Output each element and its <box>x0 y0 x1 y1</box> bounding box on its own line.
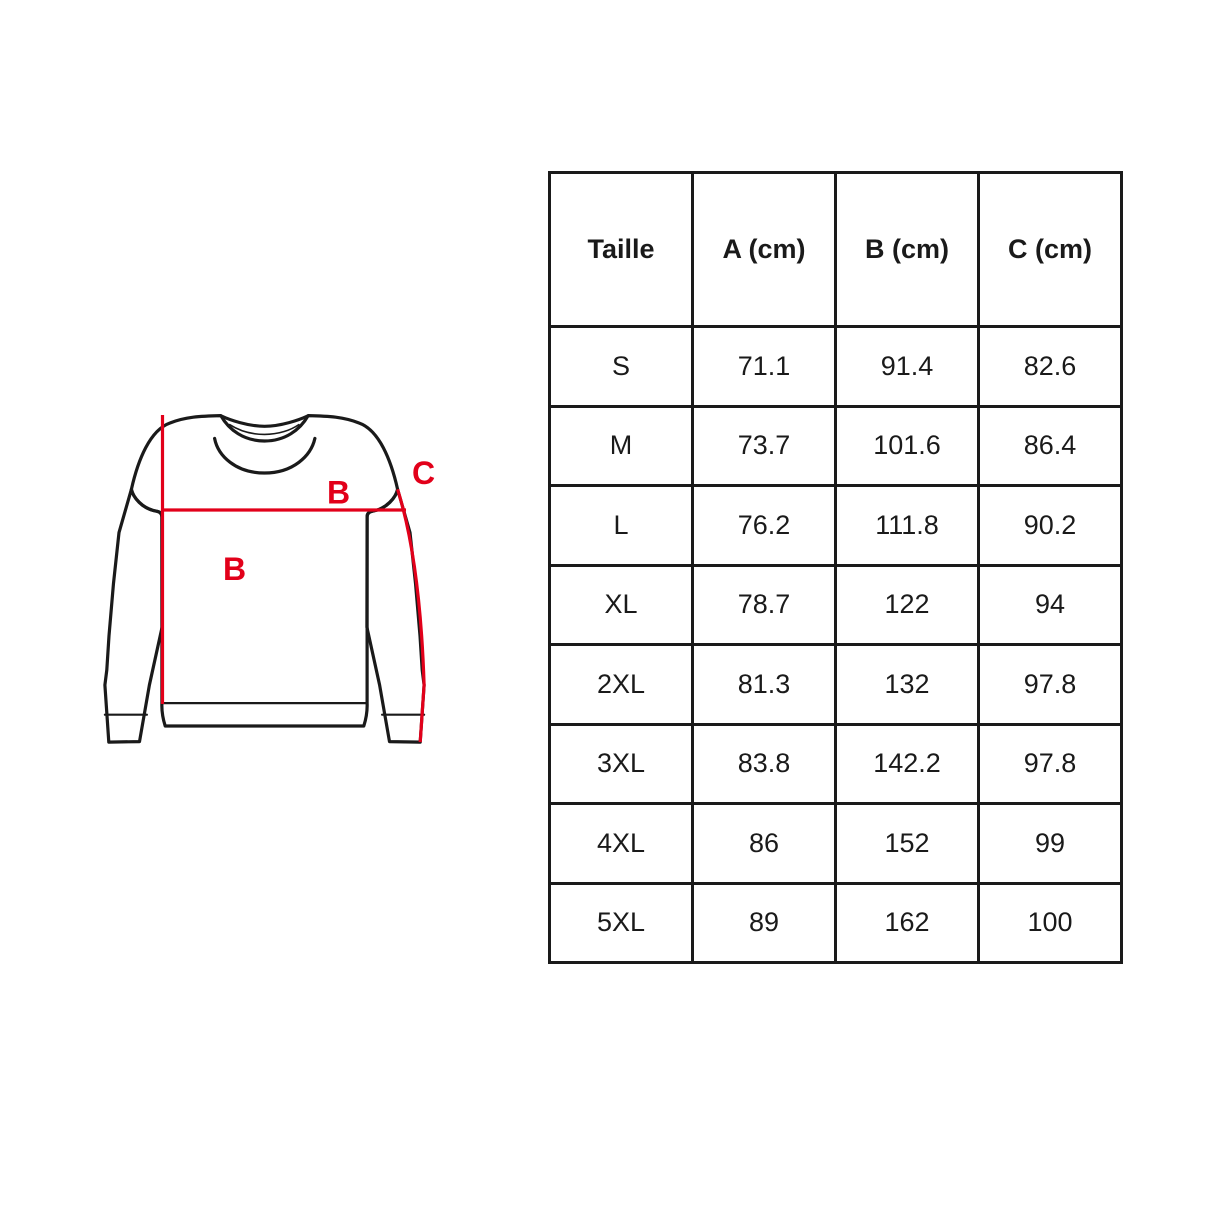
svg-text:B: B <box>223 551 246 587</box>
svg-text:C: C <box>412 455 435 491</box>
svg-text:B: B <box>327 475 350 511</box>
